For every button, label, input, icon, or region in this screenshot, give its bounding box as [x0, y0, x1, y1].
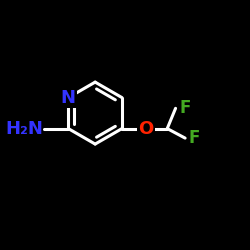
Text: O: O	[138, 120, 154, 138]
Text: F: F	[179, 99, 190, 117]
Text: F: F	[189, 129, 200, 147]
Text: H₂N: H₂N	[6, 120, 43, 138]
Text: N: N	[61, 88, 76, 106]
